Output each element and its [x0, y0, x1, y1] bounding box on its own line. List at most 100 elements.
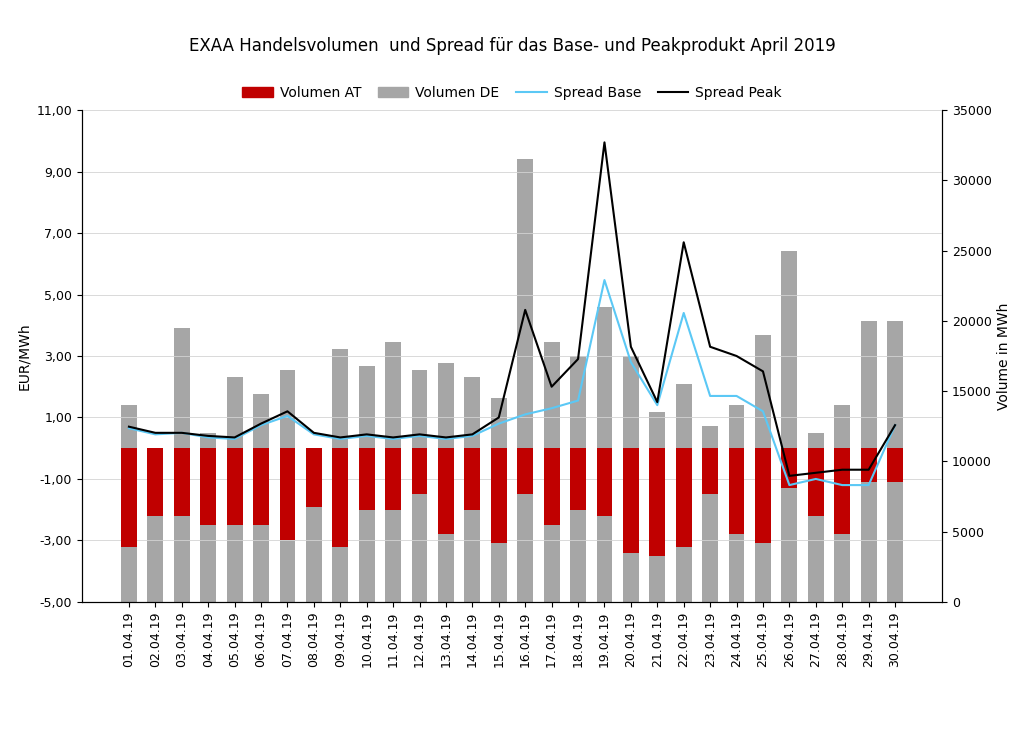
Bar: [676, 384, 691, 602]
Spread Peak: [123, 422, 135, 431]
Spread Base: [150, 430, 162, 439]
Spread Peak: [176, 429, 188, 437]
Bar: [306, 448, 322, 506]
Bar: [438, 363, 454, 602]
Bar: [465, 448, 480, 509]
Spread Peak: [730, 352, 742, 360]
Spread Base: [176, 429, 188, 437]
Spread Peak: [255, 419, 267, 428]
Spread Base: [598, 276, 610, 285]
Bar: [887, 321, 903, 602]
Spread Peak: [810, 468, 822, 477]
Spread Base: [836, 481, 848, 490]
Spread Base: [810, 475, 822, 484]
Spread Peak: [202, 432, 214, 440]
Bar: [729, 448, 744, 534]
Bar: [147, 454, 163, 602]
Bar: [597, 307, 612, 602]
Spread Base: [703, 391, 716, 400]
Spread Peak: [519, 305, 531, 314]
Bar: [174, 448, 189, 516]
Spread Base: [466, 432, 478, 440]
Bar: [544, 342, 559, 602]
Bar: [835, 405, 850, 602]
Bar: [729, 405, 744, 602]
Bar: [623, 448, 639, 553]
Bar: [781, 250, 798, 602]
Spread Base: [757, 407, 769, 415]
Spread Base: [440, 435, 453, 443]
Y-axis label: EUR/MWh: EUR/MWh: [16, 322, 31, 390]
Bar: [781, 448, 798, 488]
Bar: [676, 448, 691, 547]
Bar: [649, 413, 666, 602]
Bar: [306, 454, 322, 602]
Spread Peak: [308, 429, 321, 437]
Bar: [755, 335, 771, 602]
Line: Spread Base: Spread Base: [129, 280, 895, 485]
Spread Peak: [150, 429, 162, 437]
Spread Base: [571, 396, 584, 405]
Spread Peak: [757, 367, 769, 376]
Spread Base: [255, 421, 267, 429]
Spread Base: [546, 404, 558, 413]
Spread Base: [889, 421, 901, 429]
Bar: [201, 448, 216, 525]
Y-axis label: Volume in MWh: Volume in MWh: [997, 302, 1012, 410]
Bar: [570, 448, 586, 509]
Spread Peak: [598, 138, 610, 147]
Spread Peak: [889, 421, 901, 429]
Bar: [280, 370, 295, 602]
Bar: [490, 448, 507, 543]
Bar: [808, 433, 823, 602]
Spread Peak: [703, 342, 716, 351]
Spread Peak: [387, 433, 399, 442]
Spread Base: [783, 481, 796, 490]
Spread Base: [493, 419, 505, 428]
Bar: [280, 448, 295, 540]
Spread Peak: [282, 407, 294, 415]
Bar: [465, 377, 480, 602]
Spread Base: [360, 432, 373, 440]
Spread Base: [202, 433, 214, 442]
Spread Peak: [546, 382, 558, 391]
Spread Peak: [440, 433, 453, 442]
Spread Peak: [678, 238, 690, 247]
Bar: [385, 448, 401, 509]
Bar: [253, 394, 269, 602]
Bar: [174, 328, 189, 602]
Bar: [808, 448, 823, 516]
Spread Peak: [493, 413, 505, 422]
Bar: [121, 405, 137, 602]
Spread Peak: [466, 430, 478, 439]
Bar: [861, 448, 877, 482]
Spread Base: [730, 391, 742, 400]
Bar: [253, 448, 269, 525]
Bar: [623, 356, 639, 602]
Bar: [226, 448, 243, 525]
Bar: [517, 159, 534, 602]
Spread Base: [308, 430, 321, 439]
Spread Base: [282, 412, 294, 421]
Spread Base: [862, 481, 874, 490]
Bar: [121, 448, 137, 547]
Bar: [412, 370, 427, 602]
Spread Peak: [651, 398, 664, 407]
Spread Peak: [571, 355, 584, 363]
Bar: [147, 448, 163, 516]
Spread Base: [651, 401, 664, 410]
Bar: [333, 448, 348, 547]
Bar: [755, 448, 771, 543]
Bar: [201, 433, 216, 602]
Spread Peak: [625, 342, 637, 351]
Bar: [358, 366, 375, 602]
Line: Spread Peak: Spread Peak: [129, 142, 895, 476]
Spread Base: [334, 435, 346, 443]
Spread Peak: [334, 433, 346, 442]
Bar: [702, 448, 718, 494]
Spread Base: [625, 357, 637, 366]
Spread Peak: [360, 430, 373, 439]
Bar: [702, 426, 718, 602]
Spread Base: [678, 308, 690, 317]
Bar: [835, 448, 850, 534]
